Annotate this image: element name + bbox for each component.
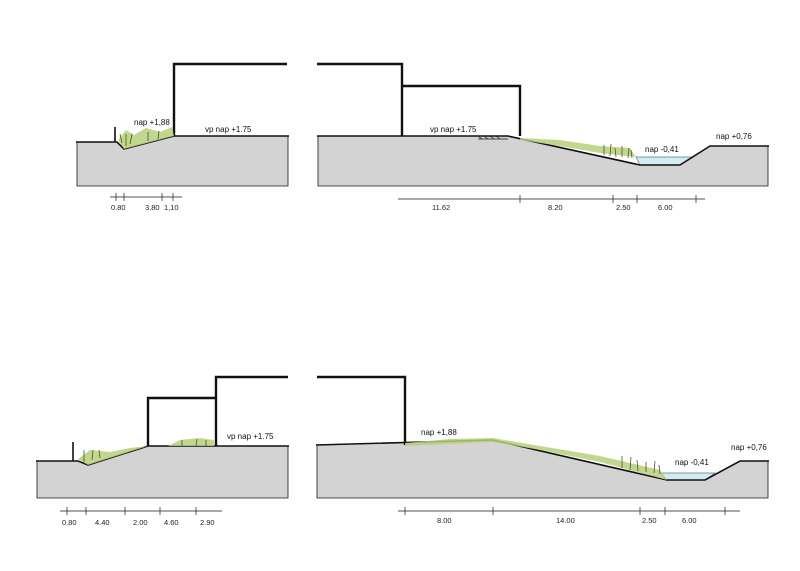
- dimension-label: 2.50: [642, 516, 657, 525]
- level-label: nap +0,76: [716, 132, 752, 141]
- dimension-chain: 11.62 8.20 2.50 6.00: [398, 195, 705, 212]
- building-outline: [317, 375, 407, 445]
- section-bottom-left: vp nap +1.75 0.80 4.40 2.00 4.60 2.90: [36, 375, 289, 527]
- level-label: vp nap +1.75: [227, 432, 274, 441]
- dimension-chain: 8.00 14.00 2.50 6.00: [398, 507, 740, 525]
- level-label: nap +1,88: [134, 118, 170, 127]
- vegetation-strip: [78, 446, 148, 465]
- building-outline: [172, 62, 287, 136]
- vegetation-strip: [168, 438, 214, 446]
- dimension-label: 8.00: [437, 516, 452, 525]
- dimension-label: 8.20: [548, 203, 563, 212]
- level-label: vp nap +1.75: [205, 125, 252, 134]
- section-top-right: vp nap +1.75 nap -0,41 nap +0,76 11.62 8…: [317, 62, 769, 212]
- dimension-label: 2.90: [200, 518, 215, 527]
- ground-fill: [76, 135, 289, 187]
- dimension-chain: 0.80 4.40 2.00 4.60 2.90: [60, 507, 222, 527]
- section-top-left: nap +1,88 vp nap +1.75 0.80 3.80 1,10: [76, 62, 289, 212]
- dimension-label: 6.00: [682, 516, 697, 525]
- section-bottom-right: nap +1,88 nap -0,41 nap +0,76 8.00 14.00…: [315, 375, 769, 525]
- steps-icon: [477, 135, 508, 140]
- level-label: vp nap +1.75: [430, 125, 477, 134]
- level-label: nap -0,41: [645, 145, 679, 154]
- level-label: nap +1,88: [421, 428, 457, 437]
- building-outline: [317, 62, 522, 136]
- reed-icon: [621, 456, 661, 475]
- dimension-label: 1,10: [164, 203, 179, 212]
- building-outline: [146, 375, 288, 446]
- dimension-label: 4.40: [95, 518, 110, 527]
- reed-icon: [83, 438, 207, 462]
- reed-icon: [119, 130, 160, 146]
- dimension-label: 4.60: [164, 518, 179, 527]
- reed-icon: [603, 143, 633, 159]
- dimension-label: 0.80: [111, 203, 126, 212]
- vegetation-strip: [405, 438, 667, 480]
- dimension-label: 0.80: [62, 518, 77, 527]
- dimension-chain: 0.80 3.80 1,10: [110, 193, 182, 212]
- vegetation-strip: [118, 127, 174, 149]
- level-label: nap -0,41: [675, 458, 709, 467]
- dimension-label: 6.00: [658, 203, 673, 212]
- dimension-label: 3.80: [145, 203, 160, 212]
- dimension-label: 11.62: [432, 203, 450, 212]
- dimension-label: 14.00: [556, 516, 575, 525]
- dimension-label: 2.00: [133, 518, 148, 527]
- ground-fill: [36, 445, 289, 499]
- level-label: nap +0,76: [731, 443, 767, 452]
- dimension-label: 2.50: [616, 203, 631, 212]
- vegetation-strip: [520, 138, 636, 157]
- ground-line: [317, 135, 769, 166]
